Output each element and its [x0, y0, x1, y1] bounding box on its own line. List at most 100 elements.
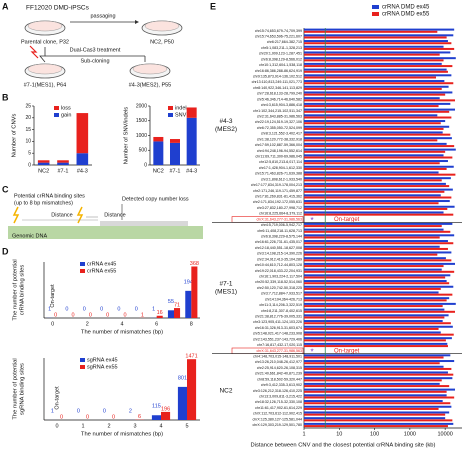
- x-tick-label: #7-1: [57, 168, 68, 174]
- bar: [167, 310, 174, 318]
- panel-label: E: [210, 1, 216, 11]
- x-tick-label: 3: [133, 423, 136, 429]
- data-label: 71: [174, 303, 180, 309]
- group-label: (MES1): [215, 289, 237, 296]
- y-axis-label: Number of SNV/indels: [124, 107, 130, 164]
- row-label: chr17:59,102,887-59,366,004: [255, 143, 302, 147]
- x-tick-label: 10: [336, 431, 342, 437]
- bar: [304, 68, 447, 71]
- row-label: chr2:31,643,885-31,986,563: [257, 115, 302, 119]
- row-label: chr16:61,226,731-61,435,017: [255, 240, 302, 244]
- row-label: chrX:129,303,219-129,501,780: [252, 423, 302, 427]
- bar: [304, 270, 455, 273]
- panel-label: C: [2, 184, 9, 194]
- bar: [304, 162, 440, 165]
- bar: [304, 82, 454, 85]
- bar: [304, 211, 444, 214]
- annotation: On-target: [50, 284, 56, 308]
- legend-label: sgRNA ex45: [87, 357, 118, 363]
- dna-label: Genomic DNA: [12, 233, 47, 239]
- data-label: 115: [152, 404, 161, 410]
- row-label: chr14:194,364-426,713: [265, 297, 302, 301]
- sites-label: (up to 8 bp mismatches): [14, 200, 73, 206]
- y-tick-label: 500: [139, 148, 148, 154]
- distance-label: Distance: [104, 212, 125, 218]
- bar: [304, 382, 440, 385]
- row-label: chr4:8,211,307-8,402,615: [261, 309, 302, 313]
- row-label: chrX:31,643,277-31,986,563: [256, 349, 302, 353]
- legend-swatch: [168, 113, 173, 117]
- bar: [186, 117, 197, 165]
- y-axis-label: Number of CNVs: [12, 113, 18, 157]
- data-label: 368: [190, 261, 199, 267]
- bar: [304, 236, 440, 239]
- bar: [191, 266, 198, 318]
- bar: [170, 142, 180, 165]
- row-label: chr16:8,225,664-8,379,112: [259, 212, 302, 216]
- bar: [186, 107, 197, 118]
- bar: [304, 97, 440, 100]
- y-axis-label: The number of potential: [13, 358, 19, 419]
- bar: [304, 316, 445, 319]
- bar: [304, 417, 446, 420]
- row-label: chr11:69,711,300-69,986,045: [255, 155, 302, 159]
- bar: [304, 379, 442, 382]
- bar: [304, 85, 449, 88]
- data-label: 55: [168, 299, 174, 305]
- bar: [304, 362, 440, 365]
- data-label: 0: [106, 312, 109, 318]
- bar: [170, 139, 180, 143]
- x-tick-label: 1: [302, 431, 305, 437]
- bar: [304, 127, 444, 130]
- x-tick-label: 5: [185, 423, 188, 429]
- group-label: NC2: [219, 388, 232, 395]
- y-tick-label: 25: [25, 103, 31, 109]
- row-label: chr2:143,551,237-143,729,406: [253, 337, 302, 341]
- row-label: chr18:32,126,715-32,330,108: [255, 400, 302, 404]
- bar: [304, 125, 450, 128]
- bar: [304, 360, 455, 363]
- row-label: chr6:217,664-382,715: [267, 40, 302, 44]
- bar: [304, 327, 439, 330]
- y-tick-label: 15: [25, 127, 31, 133]
- bar: [304, 339, 446, 342]
- row-label: chr15:71,463,826-71,639,388: [255, 172, 302, 176]
- bar: [304, 377, 453, 380]
- y-tick-label: 2000: [136, 103, 147, 109]
- row-label: chr3:126,212,318-126,410,225: [253, 389, 302, 393]
- bar: [304, 93, 446, 96]
- bar: [304, 173, 456, 176]
- bar: [304, 262, 455, 265]
- dish-label: #7-1(MES1), P64: [24, 82, 67, 88]
- row-label: chr20:52,339,118-52,514,060: [255, 280, 302, 284]
- row-label: chr20:1,009,123-1,287,451: [259, 52, 302, 56]
- panel-label: D: [2, 246, 9, 256]
- legend-label: crRNA ex45: [87, 261, 116, 267]
- legend-swatch: [54, 106, 59, 110]
- bar: [304, 177, 451, 180]
- bar: [304, 202, 439, 205]
- y-tick-label: 1500: [136, 118, 147, 124]
- cells: [144, 20, 180, 32]
- bar: [304, 371, 448, 374]
- loss-label: Detected copy number loss: [122, 196, 189, 202]
- row-label: chr2:171,834,192-172,055,631: [253, 200, 302, 204]
- data-label: 0: [54, 312, 57, 318]
- bar: [304, 282, 450, 285]
- legend-swatch: [80, 358, 85, 362]
- data-label: 0: [65, 306, 68, 312]
- bar: [304, 182, 446, 185]
- bar: [304, 36, 447, 39]
- y-tick-label: 0: [28, 162, 31, 168]
- panel-a: FF12020 DMD-iPSCs Parental clone, P32 pa…: [21, 5, 183, 88]
- bar: [304, 196, 452, 199]
- bar: [187, 359, 197, 420]
- row-label: chr3:7,712,884-7,933,517: [261, 292, 302, 296]
- arrowhead: [135, 20, 139, 24]
- data-label: 0: [89, 312, 92, 318]
- data-label: 0: [124, 312, 127, 318]
- legend-label: gain: [61, 112, 71, 118]
- row-label: chr16:31,326,913-31,603,674: [255, 326, 302, 330]
